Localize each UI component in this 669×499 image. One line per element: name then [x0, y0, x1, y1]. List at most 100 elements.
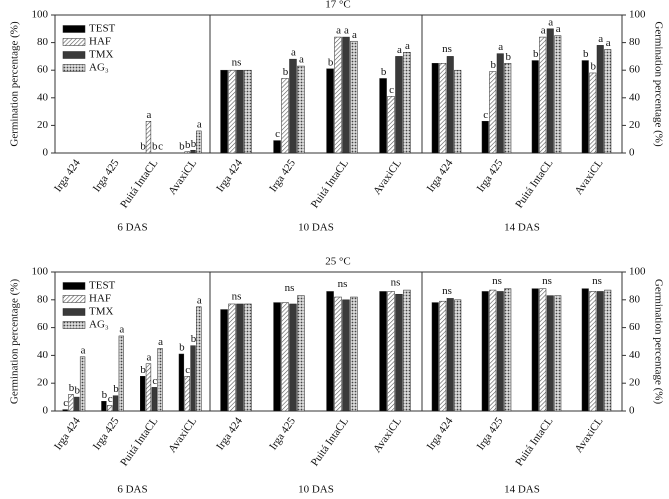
bar — [334, 296, 342, 412]
significance-letter: a — [197, 118, 202, 130]
panel-frame — [421, 271, 623, 412]
bar — [140, 376, 146, 412]
legend-swatch — [62, 295, 86, 303]
group-significance: ns — [492, 275, 502, 287]
bar — [496, 291, 504, 412]
x-tick-label: Irga 424 — [425, 415, 456, 452]
x-tick-label: Irga 425 — [475, 415, 506, 452]
x-tick-label: AvaxiCL — [371, 415, 404, 455]
bar — [118, 335, 124, 412]
y-tick-label: 100 — [629, 9, 646, 21]
bar — [431, 63, 439, 154]
legend-swatch — [62, 38, 86, 46]
x-tick-label: Irga 425 — [267, 157, 298, 194]
bar — [387, 291, 395, 412]
x-tick-label: AvaxiCL — [166, 415, 199, 455]
significance-letter: a — [147, 109, 152, 121]
bar — [334, 36, 342, 154]
bar — [395, 56, 403, 154]
bar — [326, 68, 334, 154]
bar — [196, 130, 202, 154]
group-significance: ns — [338, 278, 348, 290]
significance-letter: a — [548, 16, 553, 28]
x-tick-label: Puitá IntaCL — [118, 157, 160, 210]
legend-swatch — [62, 321, 86, 329]
bar — [236, 69, 244, 154]
y-tick-label: 0 — [43, 405, 49, 417]
bar — [244, 303, 252, 412]
bar — [489, 289, 497, 412]
bar — [596, 291, 604, 412]
significance-letter: a — [598, 33, 603, 45]
legend-label: HAF — [89, 36, 111, 48]
x-tick-label: AvaxiCL — [573, 415, 606, 455]
bar — [446, 298, 454, 412]
bar — [326, 291, 334, 412]
significance-letter: b — [179, 342, 185, 354]
bar — [220, 69, 228, 154]
bar — [431, 302, 439, 412]
bar — [190, 149, 196, 154]
bar — [350, 40, 358, 154]
bar — [289, 303, 297, 412]
x-axis-label: 6 DAS — [117, 222, 147, 234]
significance-letter: b — [102, 389, 108, 401]
significance-letter: b — [179, 141, 185, 153]
bar — [342, 299, 350, 412]
significance-letter: a — [147, 351, 152, 363]
significance-letter: b — [491, 59, 497, 71]
x-axis-label: 14 DAS — [504, 484, 540, 496]
significance-letter: b — [69, 382, 75, 394]
bar — [581, 60, 589, 154]
significance-letter: c — [158, 141, 163, 153]
y-tick-label: 80 — [629, 36, 641, 48]
legend-label: AG₃ — [89, 319, 109, 331]
bar — [439, 300, 447, 412]
y-tick-label: 40 — [629, 91, 641, 103]
significance-letter: c — [185, 364, 190, 376]
y-axis-label: Germination percentage (%) — [652, 279, 664, 405]
bar — [79, 356, 86, 412]
bar — [289, 58, 297, 154]
legend-swatch — [62, 282, 86, 290]
bar — [151, 387, 157, 412]
bar — [589, 291, 597, 412]
bar — [145, 363, 152, 412]
bar — [184, 376, 190, 412]
significance-letter: b — [140, 364, 146, 376]
significance-letter: a — [344, 25, 349, 37]
y-tick-label: 0 — [629, 405, 635, 417]
bar — [107, 405, 113, 412]
significance-letter: a — [81, 344, 86, 356]
bar — [454, 299, 462, 412]
significance-letter: b — [191, 333, 197, 345]
y-tick-label: 80 — [629, 293, 641, 305]
bar — [157, 348, 163, 412]
bar — [387, 96, 395, 154]
significance-letter: b — [328, 56, 334, 68]
group-significance: ns — [232, 57, 242, 69]
bar — [236, 303, 244, 412]
bar — [350, 296, 358, 412]
legend-swatch — [62, 25, 86, 33]
bar — [196, 306, 202, 412]
bar — [228, 69, 236, 154]
group-significance: ns — [285, 282, 295, 294]
group-significance: ns — [592, 275, 602, 287]
bar — [273, 302, 281, 412]
significance-letter: c — [483, 109, 488, 121]
y-tick-label: 80 — [37, 36, 49, 48]
y-tick-label: 100 — [32, 9, 49, 21]
bar — [244, 69, 252, 154]
bar — [604, 49, 612, 154]
bar — [68, 394, 74, 412]
bar — [297, 295, 305, 412]
bar — [74, 396, 80, 412]
significance-letter: a — [541, 25, 546, 37]
significance-letter: c — [152, 375, 157, 387]
significance-letter: c — [63, 397, 68, 409]
group-significance: ns — [442, 285, 452, 297]
legend-swatch — [62, 64, 86, 72]
panel-frame — [421, 14, 623, 154]
